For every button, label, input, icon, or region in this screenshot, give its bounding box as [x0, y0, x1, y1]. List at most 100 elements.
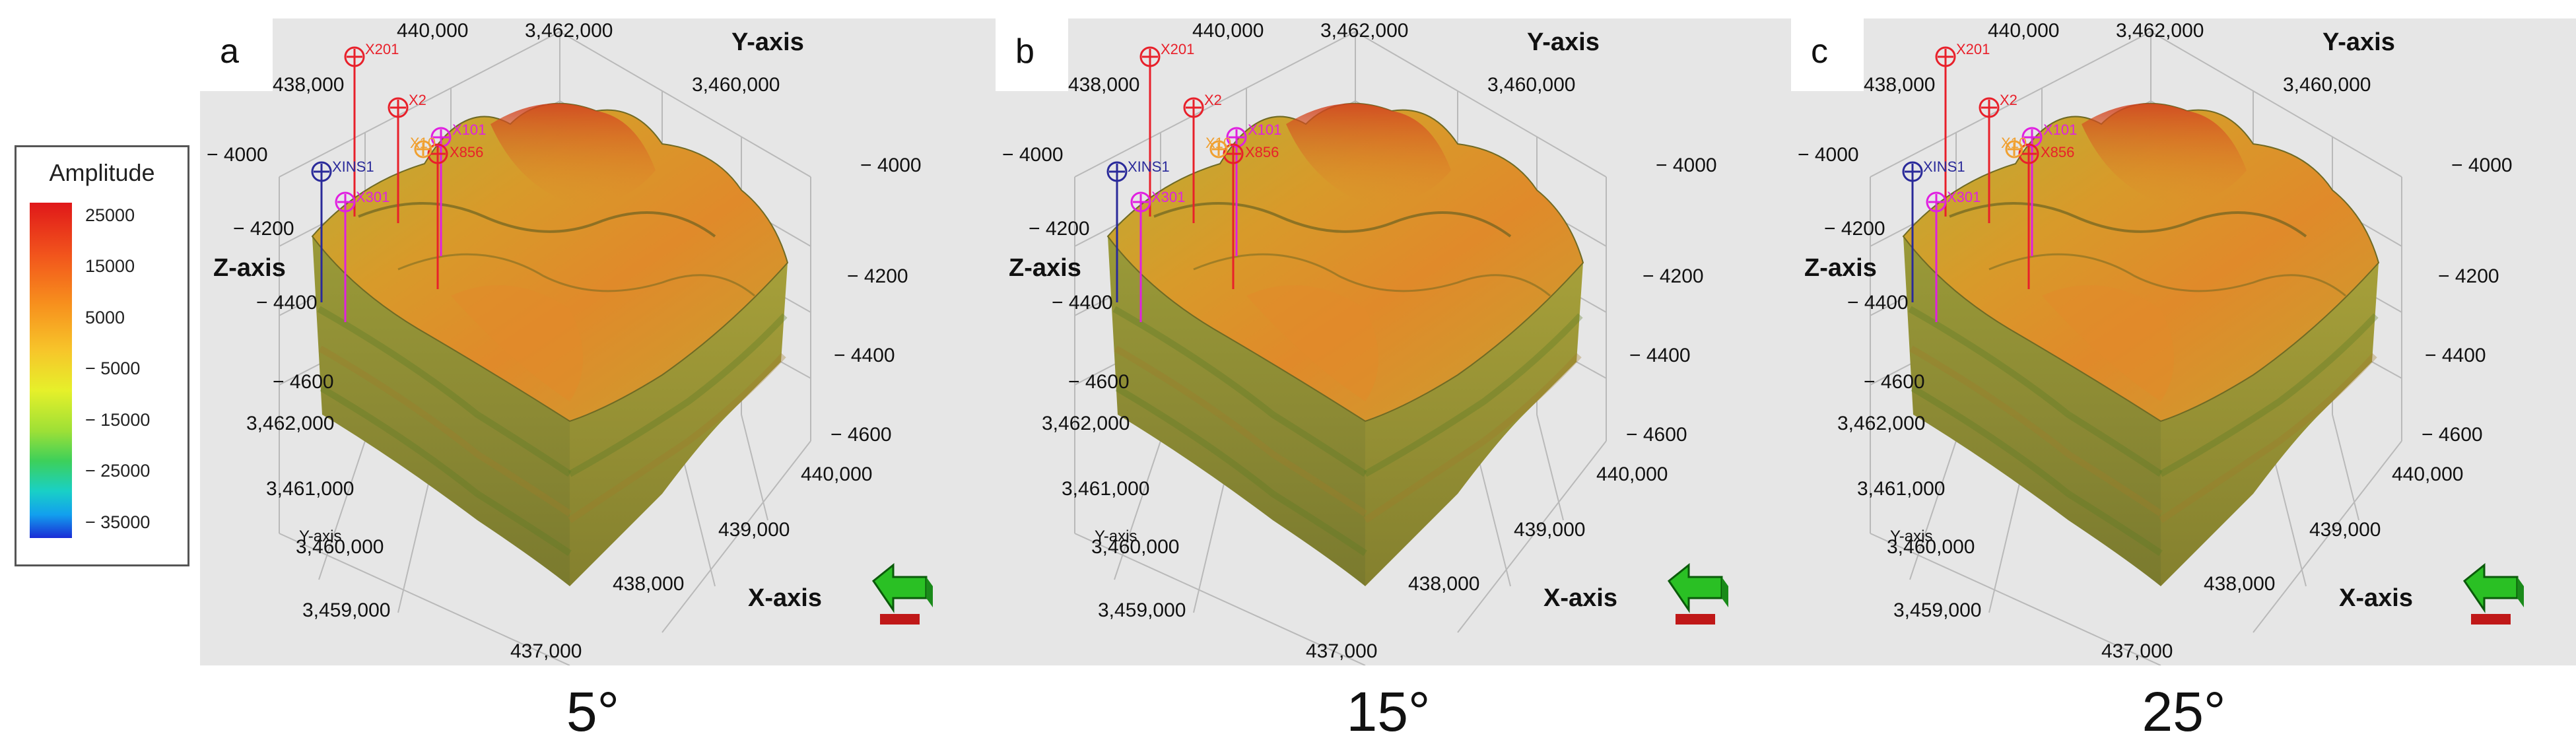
left-z-tick: − 4600	[273, 371, 334, 393]
right-z-tick: − 4400	[1629, 345, 1691, 366]
z-axis-title: Z-axis	[1804, 254, 1877, 282]
left-y-tick: 3,459,000	[302, 599, 390, 621]
horizon-surface	[311, 102, 789, 423]
bottom-x-tick: 439,000	[2309, 519, 2381, 541]
horizon-surface	[1902, 102, 2380, 423]
well-label: X2	[2000, 92, 2017, 108]
top-x-tick: 438,000	[1068, 74, 1139, 96]
well-label: X301	[356, 189, 390, 205]
y-axis-title: Y-axis	[2322, 28, 2395, 56]
seismic-3d-view: X201 X2 X101 X856 X10 XINS1 X301 440,000…	[1002, 20, 1728, 665]
left-y-tick: 3,461,000	[1857, 478, 1945, 500]
horizon-surface	[1106, 102, 1584, 423]
legend-tick: 5000	[85, 308, 125, 327]
bottom-x-tick: 438,000	[1408, 573, 1479, 595]
well-labels: X201 X2 X101 X856 X10 XINS1 X301	[332, 41, 486, 205]
angle-caption-a: 5°	[566, 681, 620, 743]
right-z-tick: − 4200	[1643, 265, 1704, 287]
bottom-x-tick: 438,000	[613, 573, 684, 595]
horizon-valley	[1193, 253, 1551, 297]
x-axis-title: X-axis	[1543, 584, 1617, 612]
strata-bands	[1112, 306, 1583, 557]
left-z-tick: − 4400	[1052, 292, 1113, 314]
well-label: XINS1	[332, 158, 374, 175]
well-label: X101	[2043, 121, 2077, 138]
top-y-tick: 3,462,000	[525, 20, 613, 42]
angle-caption-b: 15°	[1346, 681, 1431, 743]
horizon-hot-zone	[491, 103, 656, 205]
z-axis-title: Z-axis	[213, 254, 286, 282]
left-z-tick: − 4200	[233, 218, 294, 240]
left-y-tick: 3,460,000	[1887, 536, 1975, 558]
well-label: X2	[1204, 92, 1222, 108]
left-y-tick: 3,460,000	[296, 536, 384, 558]
bottom-x-tick: 439,000	[718, 519, 790, 541]
horizon-ridge	[358, 202, 716, 238]
bottom-x-tick: 440,000	[1596, 463, 1668, 485]
left-z-tick: − 4000	[1798, 144, 1859, 166]
panel-label-box: a	[200, 18, 273, 91]
well-label: X856	[2041, 144, 2074, 160]
legend-tick: − 35000	[85, 512, 151, 532]
block-right-face	[570, 263, 788, 586]
right-z-tick: − 4000	[1656, 154, 1717, 176]
y-axis-title: Y-axis	[731, 28, 804, 56]
well-label: X301	[1151, 189, 1185, 205]
seismic-3d-panel-c: X201 X2 X101 X856 X10 XINS1 X301 440,000…	[1791, 18, 2576, 665]
amplitude-legend: Amplitude 25000 15000 5000 − 5000 − 1500…	[15, 145, 189, 566]
horizon-valley	[1988, 253, 2346, 297]
panel-label: b	[1015, 32, 1034, 71]
legend-tick: 25000	[85, 205, 135, 225]
panel-label-box: b	[996, 18, 1068, 91]
top-y-tick: 3,460,000	[2283, 74, 2371, 96]
well-label: XINS1	[1923, 158, 1965, 175]
left-y-tick: 3,461,000	[266, 478, 354, 500]
well-label: X10	[1205, 135, 1231, 151]
top-y-tick: 3,460,000	[692, 74, 780, 96]
panel-label: c	[1811, 32, 1828, 71]
bottom-x-tick: 437,000	[2101, 640, 2173, 662]
left-y-tick: 3,459,000	[1098, 599, 1186, 621]
bottom-x-tick: 440,000	[801, 463, 872, 485]
seismic-3d-panel-b: X201 X2 X101 X856 X10 XINS1 X301 440,000…	[996, 18, 1794, 665]
panel-label: a	[220, 32, 239, 71]
well-label: X856	[1245, 144, 1279, 160]
left-y-tick: 3,460,000	[1091, 536, 1179, 558]
legend-color-bar	[30, 203, 72, 538]
bottom-x-tick: 437,000	[1306, 640, 1377, 662]
left-z-tick: − 4000	[207, 144, 268, 166]
left-z-tick: − 4200	[1029, 218, 1090, 240]
top-x-tick: 438,000	[1864, 74, 1935, 96]
well-label: X10	[2001, 135, 2027, 151]
horizon-ridge	[1153, 202, 1512, 238]
well-label: X101	[1248, 121, 1281, 138]
wells	[1106, 46, 1247, 322]
right-z-tick: − 4400	[2425, 345, 2486, 366]
horizon-hot-zone-2	[1246, 285, 1378, 401]
right-z-tick: − 4200	[2438, 265, 2499, 287]
bottom-x-tick: 438,000	[2204, 573, 2275, 595]
right-z-tick: − 4600	[830, 424, 892, 446]
legend-title: Amplitude	[49, 159, 155, 186]
left-y-tick: 3,459,000	[1893, 599, 1981, 621]
legend-tick: 15000	[85, 256, 135, 276]
left-z-tick: − 4200	[1824, 218, 1885, 240]
horizon-hot-zone-2	[2042, 285, 2174, 401]
well-label: X201	[1161, 41, 1194, 57]
well-label: X201	[1956, 41, 1990, 57]
right-z-tick: − 4200	[847, 265, 908, 287]
block-left-face	[1108, 236, 1365, 586]
well-labels: X201 X2 X101 X856 X10 XINS1 X301	[1128, 41, 1281, 205]
top-x-tick: 440,000	[1988, 20, 2059, 42]
left-y-tick: 3,462,000	[246, 413, 334, 434]
block-right-face	[1365, 263, 1583, 586]
horizon-hot-zone	[1286, 103, 1451, 205]
left-y-tick: 3,461,000	[1062, 478, 1149, 500]
block-left-face	[312, 236, 570, 586]
well-label: X101	[452, 121, 486, 138]
bottom-x-tick: 437,000	[510, 640, 582, 662]
wells	[311, 46, 452, 322]
horizon-hot-zone	[2082, 103, 2247, 205]
x-axis-title: X-axis	[748, 584, 822, 612]
bottom-x-tick: 440,000	[2392, 463, 2463, 485]
